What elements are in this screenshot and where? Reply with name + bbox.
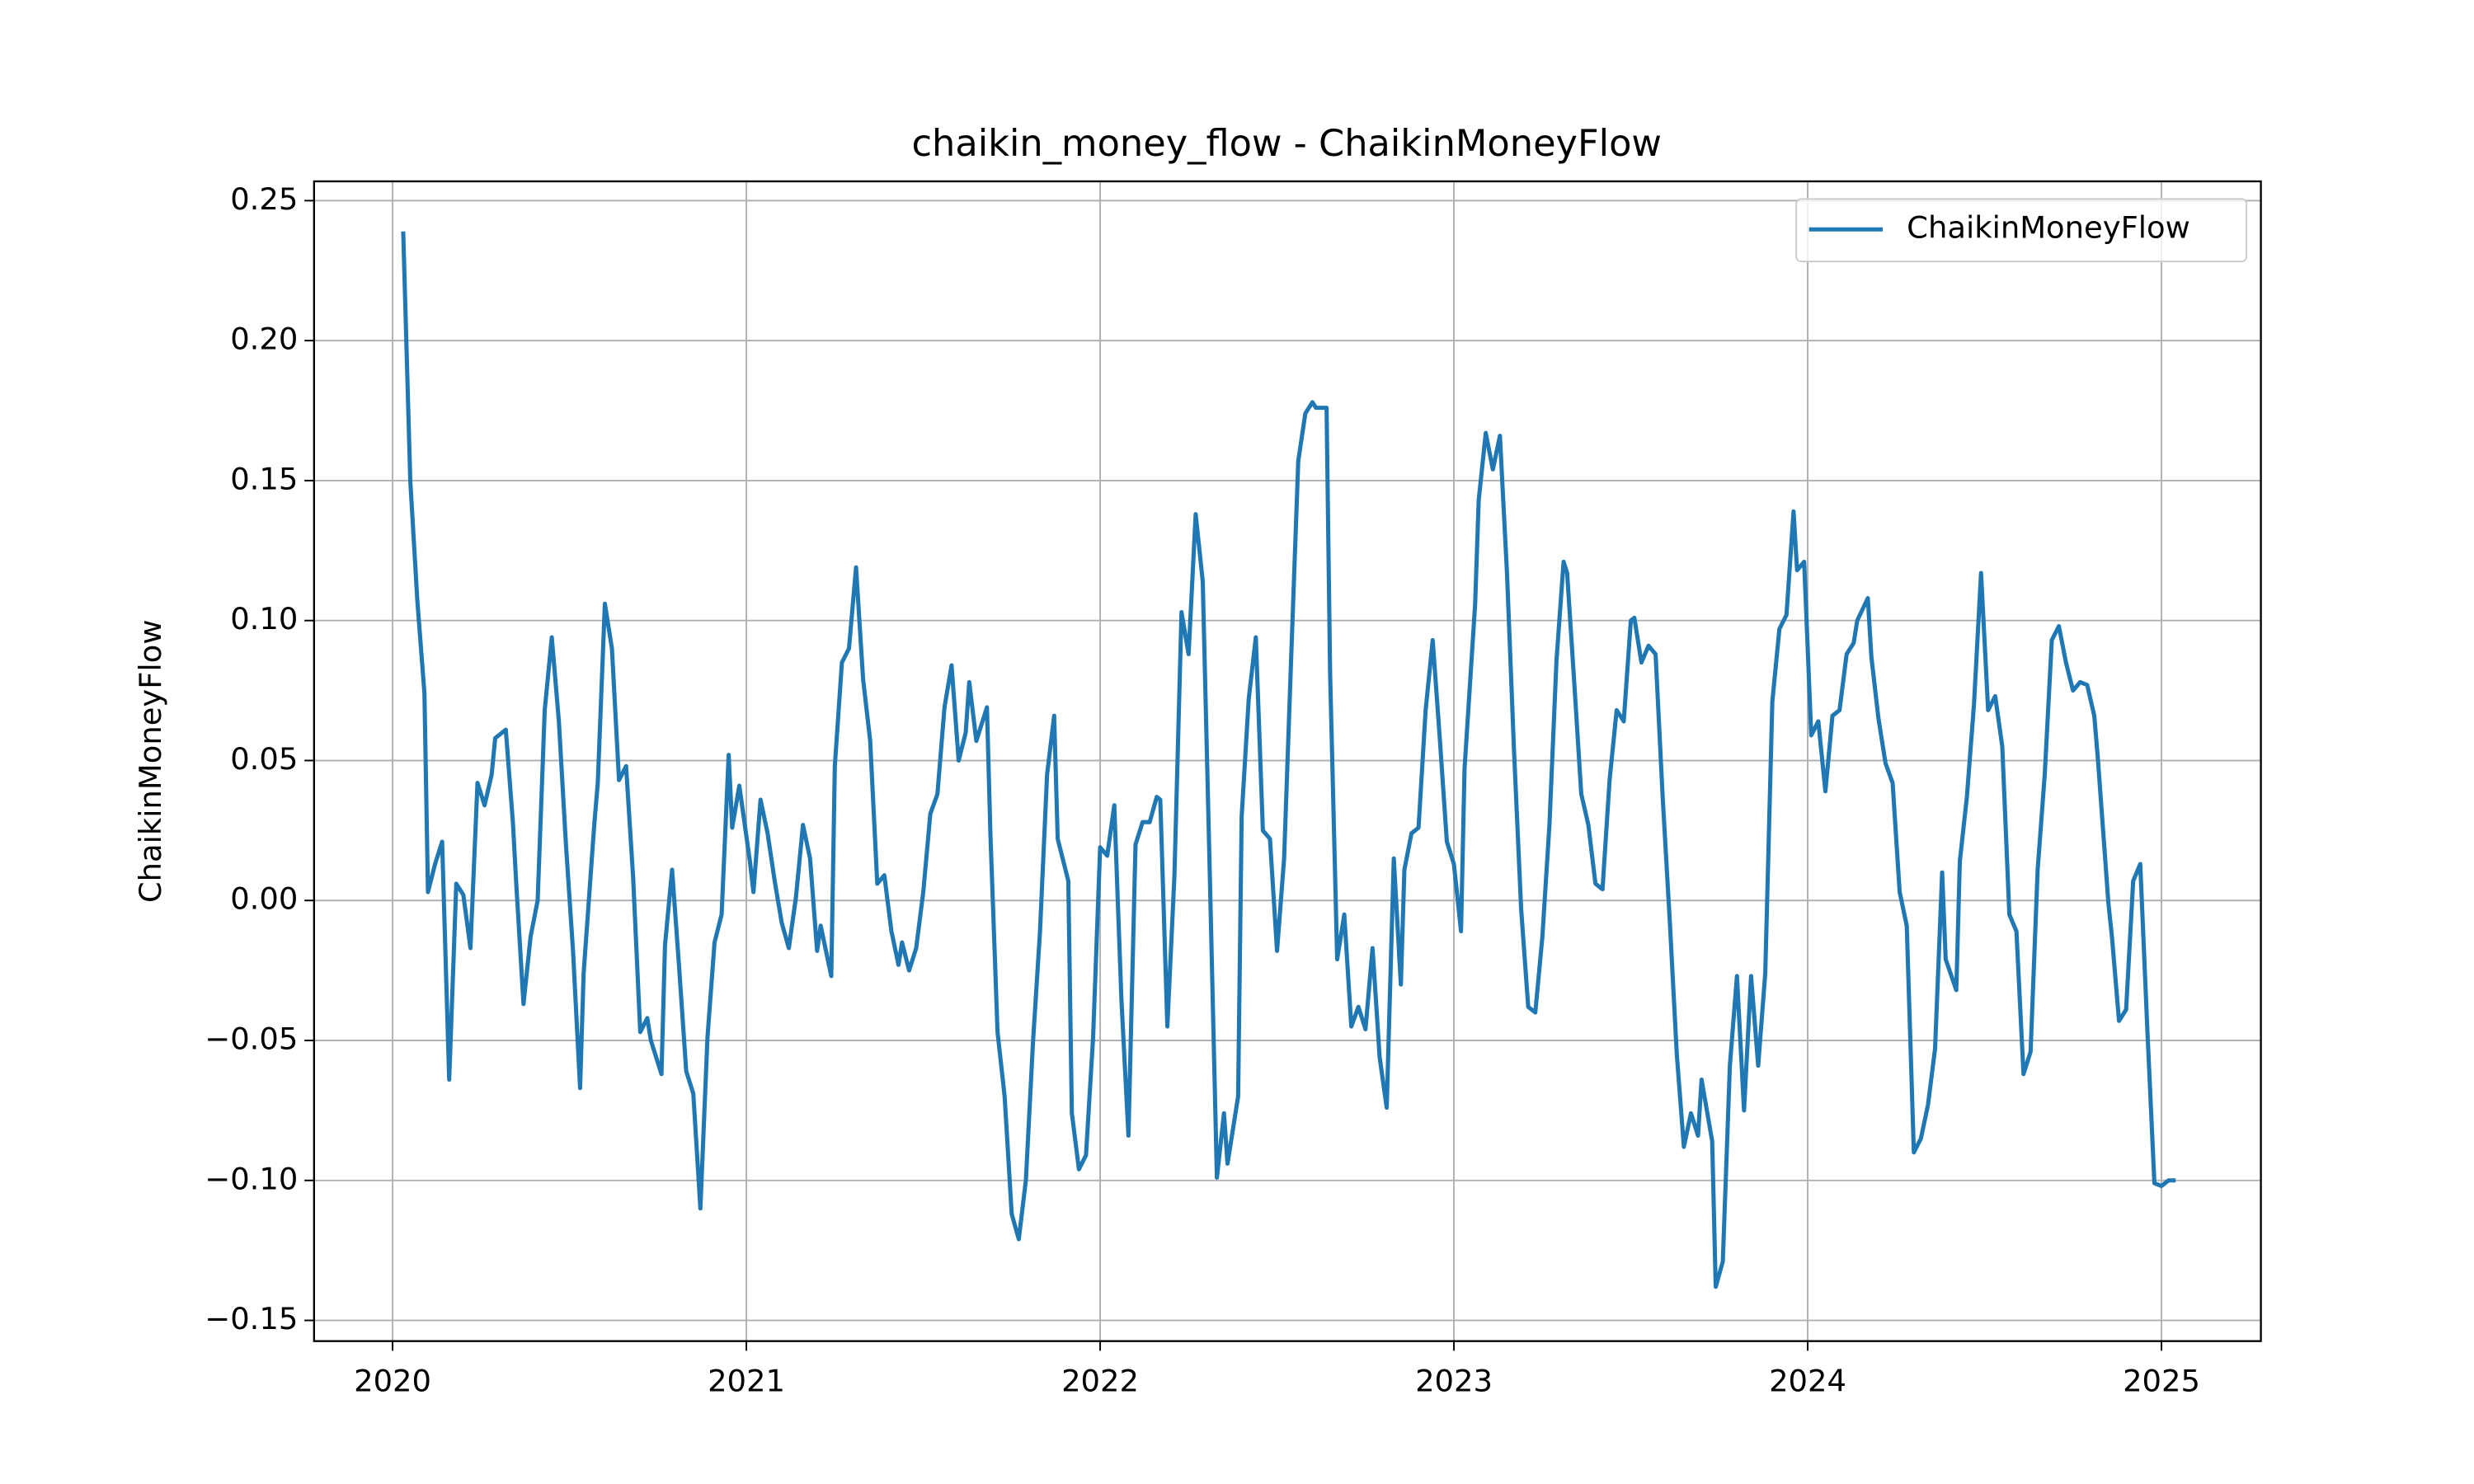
legend-box — [1795, 198, 2248, 263]
x-tick-label: 2023 — [1415, 1364, 1493, 1399]
x-tick-label: 2020 — [354, 1364, 431, 1399]
x-tick-label: 2024 — [1769, 1364, 1846, 1399]
y-tick-label: −0.05 — [205, 1021, 298, 1057]
plot-frame — [313, 180, 2262, 1342]
y-axis-label: ChaikinMoneyFlow — [133, 619, 168, 903]
line-series — [401, 231, 2176, 1289]
y-tick-label: −0.10 — [205, 1161, 298, 1196]
x-tick-label: 2025 — [2123, 1364, 2200, 1399]
y-tick-label: 0.15 — [230, 461, 298, 496]
legend: ChaikinMoneyFlow — [1795, 198, 2248, 263]
x-tick-label: 2021 — [708, 1364, 785, 1399]
x-tick-label: 2022 — [1061, 1364, 1139, 1399]
y-tick-label: −0.15 — [205, 1301, 298, 1336]
y-tick-label: 0.10 — [230, 601, 298, 636]
y-tick-label: 0.25 — [230, 181, 298, 217]
y-tick-label: 0.20 — [230, 322, 298, 357]
y-tick-label: 0.00 — [230, 881, 298, 917]
chart-title: chaikin_money_flow - ChaikinMoneyFlow — [911, 122, 1662, 165]
y-tick-label: 0.05 — [230, 741, 298, 777]
legend-label: ChaikinMoneyFlow — [1907, 210, 2190, 246]
